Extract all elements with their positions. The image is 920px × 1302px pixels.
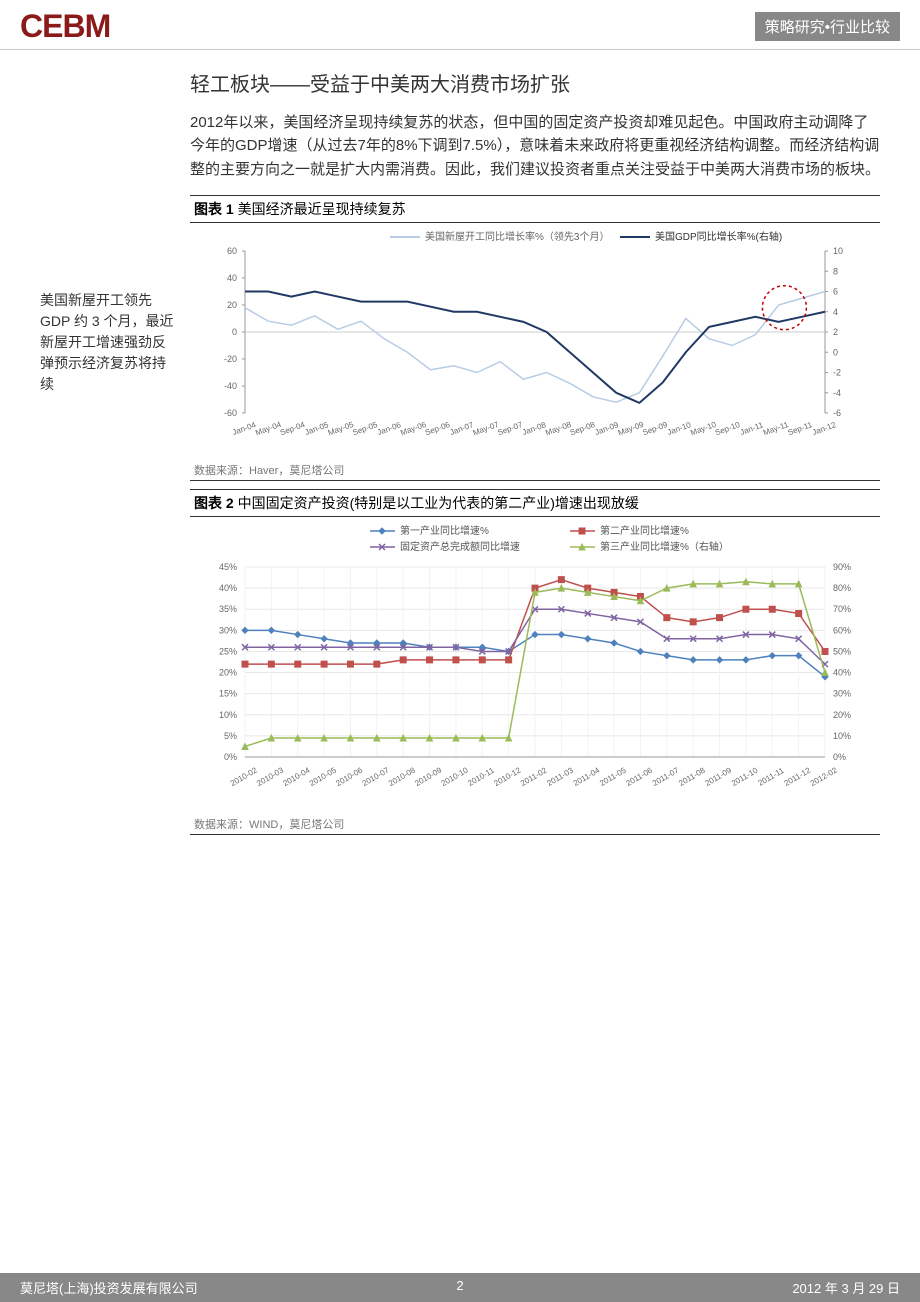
svg-text:第一产业同比增速%: 第一产业同比增速% — [400, 524, 489, 537]
svg-text:60%: 60% — [833, 625, 851, 635]
svg-text:第三产业同比增速%（右轴）: 第三产业同比增速%（右轴） — [600, 540, 729, 553]
svg-text:20: 20 — [227, 300, 237, 310]
svg-text:15%: 15% — [219, 688, 237, 698]
svg-text:2010-12: 2010-12 — [492, 765, 522, 788]
footer-company: 莫尼塔(上海)投资发展有限公司 — [20, 1278, 198, 1297]
svg-text:2010-06: 2010-06 — [334, 765, 364, 788]
chart-1-section: 图表 1 美国经济最近呈现持续复苏 美国新屋开工同比增长率%（领先3个月） 美国G… — [190, 195, 880, 481]
svg-text:2012-02: 2012-02 — [809, 765, 839, 788]
svg-text:-2: -2 — [833, 367, 841, 377]
svg-text:0%: 0% — [224, 752, 237, 762]
svg-text:美国新屋开工同比增长率%（领先3个月）: 美国新屋开工同比增长率%（领先3个月） — [425, 230, 609, 243]
chart-2-svg: 第一产业同比增速% 第二产业同比增速% 固定资产总完成额同比增速 第三产业同比增速%（… — [190, 517, 880, 807]
svg-text:2010-09: 2010-09 — [413, 765, 443, 788]
chart-1-title: 图表 1 美国经济最近呈现持续复苏 — [190, 195, 880, 223]
body-paragraph: 2012年以来，美国经济呈现持续复苏的状态，但中国的固定资产投资却难见起色。中国… — [190, 111, 880, 181]
svg-text:50%: 50% — [833, 646, 851, 656]
svg-text:-6: -6 — [833, 408, 841, 418]
svg-text:Sep-09: Sep-09 — [641, 420, 669, 437]
svg-text:2010-05: 2010-05 — [308, 765, 338, 788]
svg-text:2011-12: 2011-12 — [783, 765, 813, 787]
chart-2-section: 图表 2 中国固定资产投资(特别是以工业为代表的第二产业)增速出现放缓 第一产业… — [190, 489, 880, 835]
svg-text:30%: 30% — [833, 688, 851, 698]
svg-text:0: 0 — [833, 347, 838, 357]
logo: CEBM — [20, 8, 110, 45]
svg-text:30%: 30% — [219, 625, 237, 635]
svg-text:90%: 90% — [833, 562, 851, 572]
svg-text:6: 6 — [833, 286, 838, 296]
svg-text:2011-08: 2011-08 — [677, 765, 707, 787]
svg-text:2011-10: 2011-10 — [730, 765, 760, 787]
svg-text:2010-04: 2010-04 — [282, 765, 312, 788]
svg-text:35%: 35% — [219, 604, 237, 614]
chart-2-title: 图表 2 中国固定资产投资(特别是以工业为代表的第二产业)增速出现放缓 — [190, 489, 880, 517]
svg-text:固定资产总完成额同比增速: 固定资产总完成额同比增速 — [400, 540, 520, 553]
chart-1-svg: 美国新屋开工同比增长率%（领先3个月）美国GDP同比增长率%(右轴)-60-40… — [190, 223, 880, 453]
svg-text:Sep-10: Sep-10 — [714, 420, 742, 437]
svg-text:2010-11: 2010-11 — [466, 765, 496, 787]
svg-text:0: 0 — [232, 327, 237, 337]
svg-text:40: 40 — [227, 273, 237, 283]
svg-text:2: 2 — [833, 327, 838, 337]
svg-text:2010-03: 2010-03 — [255, 765, 285, 788]
svg-text:-40: -40 — [224, 381, 237, 391]
svg-text:2010-08: 2010-08 — [387, 765, 417, 788]
svg-text:-20: -20 — [224, 354, 237, 364]
svg-text:25%: 25% — [219, 646, 237, 656]
svg-text:2011-07: 2011-07 — [651, 765, 681, 787]
svg-text:Sep-04: Sep-04 — [279, 420, 307, 437]
sidebar-note: 美国新屋开工领先 GDP 约 3 个月，最近新屋开工增速强劲反弹预示经济复苏将持… — [40, 60, 175, 843]
svg-text:2011-03: 2011-03 — [545, 765, 575, 787]
svg-text:4: 4 — [833, 307, 838, 317]
chart-2-source: 数据来源：WIND，莫尼塔公司 — [190, 812, 880, 835]
svg-text:80%: 80% — [833, 583, 851, 593]
svg-text:0%: 0% — [833, 752, 846, 762]
svg-text:2010-07: 2010-07 — [361, 765, 391, 788]
svg-text:第二产业同比增速%: 第二产业同比增速% — [600, 524, 689, 537]
svg-text:2010-02: 2010-02 — [229, 765, 259, 788]
svg-text:70%: 70% — [833, 604, 851, 614]
footer-page: 2 — [456, 1278, 463, 1293]
svg-text:20%: 20% — [833, 710, 851, 720]
svg-text:Jan-12: Jan-12 — [811, 420, 838, 437]
svg-text:美国GDP同比增长率%(右轴): 美国GDP同比增长率%(右轴) — [655, 230, 782, 243]
svg-text:Sep-06: Sep-06 — [424, 420, 452, 437]
svg-text:60: 60 — [227, 246, 237, 256]
svg-text:2011-02: 2011-02 — [519, 765, 549, 787]
svg-text:2010-10: 2010-10 — [440, 765, 470, 788]
svg-text:Sep-05: Sep-05 — [351, 420, 379, 437]
svg-text:-60: -60 — [224, 408, 237, 418]
footer-date: 2012 年 3 月 29 日 — [792, 1278, 900, 1297]
header-category: 策略研究•行业比较 — [755, 12, 900, 41]
svg-text:2011-09: 2011-09 — [704, 765, 734, 787]
page-title: 轻工板块——受益于中美两大消费市场扩张 — [190, 68, 880, 97]
page-footer: 莫尼塔(上海)投资发展有限公司 2 2012 年 3 月 29 日 — [0, 1273, 920, 1302]
svg-text:10%: 10% — [833, 731, 851, 741]
svg-text:20%: 20% — [219, 667, 237, 677]
svg-text:2011-06: 2011-06 — [624, 765, 654, 787]
svg-text:10%: 10% — [219, 710, 237, 720]
svg-text:2011-05: 2011-05 — [598, 765, 628, 787]
svg-text:2011-11: 2011-11 — [757, 765, 786, 787]
svg-text:Sep-08: Sep-08 — [569, 420, 597, 437]
svg-text:10: 10 — [833, 246, 843, 256]
svg-text:Sep-11: Sep-11 — [787, 420, 814, 437]
svg-text:5%: 5% — [224, 731, 237, 741]
svg-text:8: 8 — [833, 266, 838, 276]
svg-text:2011-04: 2011-04 — [572, 765, 602, 787]
svg-text:45%: 45% — [219, 562, 237, 572]
svg-text:Sep-07: Sep-07 — [496, 420, 524, 437]
svg-text:-4: -4 — [833, 388, 841, 398]
svg-text:40%: 40% — [833, 667, 851, 677]
svg-text:40%: 40% — [219, 583, 237, 593]
chart-1-source: 数据来源：Haver，莫尼塔公司 — [190, 458, 880, 481]
page-header: CEBM 策略研究•行业比较 — [0, 0, 920, 50]
